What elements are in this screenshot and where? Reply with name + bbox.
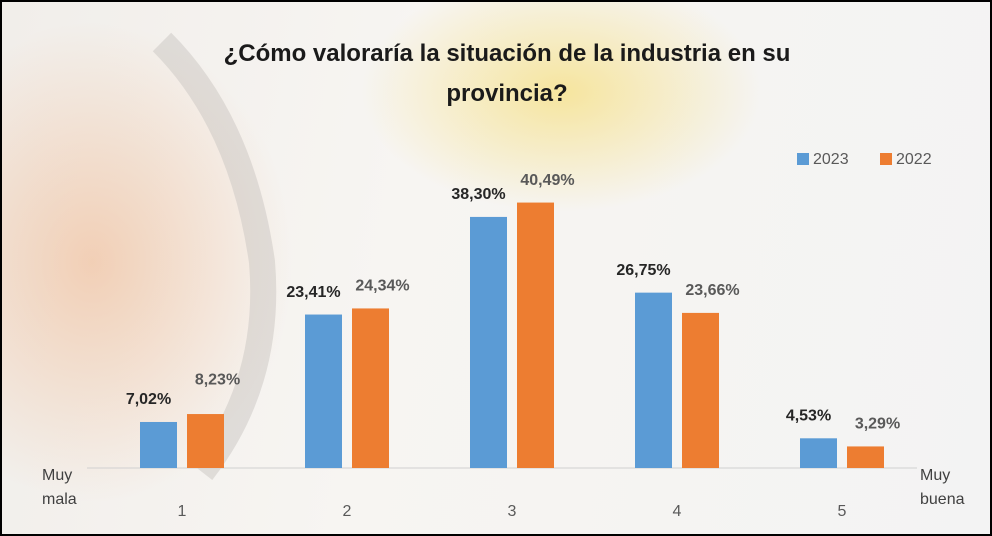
x-tick-label: 2 bbox=[343, 503, 352, 520]
x-tick-label: 5 bbox=[838, 503, 847, 520]
data-label: 4,53% bbox=[786, 408, 831, 425]
bg-shape bbox=[152, 32, 277, 480]
x-tick-label: 3 bbox=[508, 503, 517, 520]
legend-label: 2022 bbox=[896, 151, 932, 168]
legend-swatch bbox=[880, 153, 892, 165]
data-label: 3,29% bbox=[855, 416, 900, 433]
annotation: Muy buena bbox=[920, 467, 965, 508]
data-label: 23,41% bbox=[286, 284, 340, 301]
chart-title: ¿Cómo valoraría la situación de la indus… bbox=[223, 40, 791, 107]
data-label: 8,23% bbox=[195, 371, 240, 388]
bar bbox=[187, 414, 224, 468]
x-tick-label: 1 bbox=[178, 503, 187, 520]
bar bbox=[847, 446, 884, 468]
data-label: 23,66% bbox=[685, 282, 739, 299]
bg-blur bbox=[362, 2, 762, 212]
bar bbox=[635, 292, 672, 468]
bar bbox=[470, 216, 507, 468]
data-label: 40,49% bbox=[520, 172, 574, 189]
bar bbox=[352, 308, 389, 468]
x-tick-label: 4 bbox=[673, 503, 682, 520]
bar bbox=[682, 312, 719, 468]
bar bbox=[800, 438, 837, 468]
legend-label: 2023 bbox=[813, 151, 849, 168]
legend-swatch bbox=[797, 153, 809, 165]
data-label: 38,30% bbox=[451, 186, 505, 203]
bar bbox=[517, 202, 554, 468]
data-label: 7,02% bbox=[126, 391, 171, 408]
annotation: Muy mala bbox=[42, 467, 77, 508]
bar bbox=[140, 421, 177, 468]
data-label: 24,34% bbox=[355, 278, 409, 295]
bar bbox=[305, 314, 342, 468]
data-label: 26,75% bbox=[616, 262, 670, 279]
